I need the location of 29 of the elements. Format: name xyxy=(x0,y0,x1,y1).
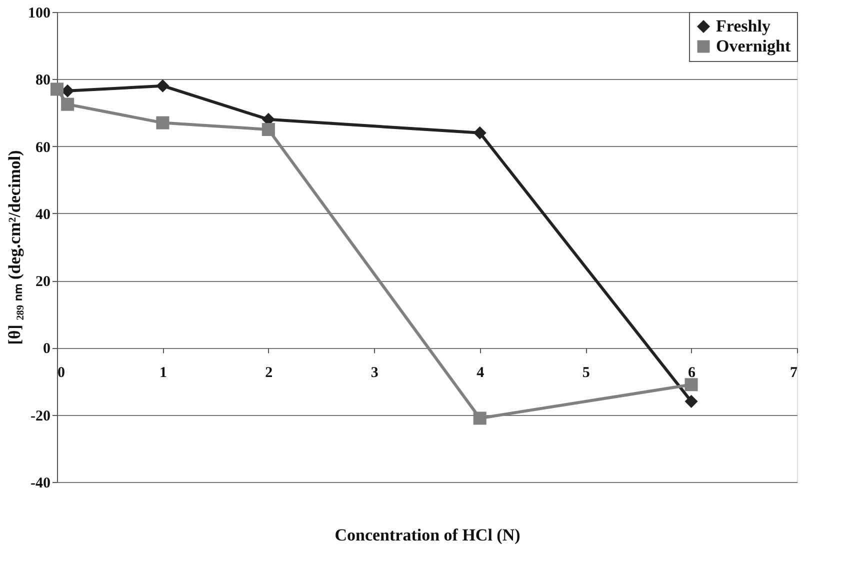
point xyxy=(684,394,698,408)
point xyxy=(473,412,486,425)
x-tick-label: 5 xyxy=(582,365,590,382)
y-axis-title: [θ] ₂₈₉ ₙₘ (deg.cm²/decimol) xyxy=(5,150,24,345)
point xyxy=(473,126,486,140)
legend-label: Overnight xyxy=(716,36,791,56)
point xyxy=(262,122,275,136)
point xyxy=(156,116,170,130)
x-tick-label: 1 xyxy=(159,365,167,382)
x-tick-label: 2 xyxy=(265,365,273,382)
y-tick-label: 0 xyxy=(43,341,50,358)
x-axis-title: Concentration of HCl (N) xyxy=(334,526,520,544)
y-tick-label: 20 xyxy=(36,274,50,290)
point xyxy=(50,82,64,96)
y-tick-label: 60 xyxy=(36,140,50,156)
x-tick-label: 4 xyxy=(476,365,485,382)
point xyxy=(61,98,74,111)
x-tick-label: 0 xyxy=(58,365,65,382)
y-tick-label: 40 xyxy=(36,206,50,223)
y-tick-label: -40 xyxy=(30,476,50,492)
x-tick-label: 7 xyxy=(790,365,798,382)
y-tick-label: -20 xyxy=(30,408,50,424)
x-tick-label: 3 xyxy=(370,365,378,382)
y-tick-label: 80 xyxy=(36,72,50,89)
x-tick-label: 6 xyxy=(688,365,696,382)
y-tick-label: 100 xyxy=(28,6,50,22)
legend-label: Freshly xyxy=(716,16,771,36)
point xyxy=(156,79,170,92)
point xyxy=(684,378,698,392)
